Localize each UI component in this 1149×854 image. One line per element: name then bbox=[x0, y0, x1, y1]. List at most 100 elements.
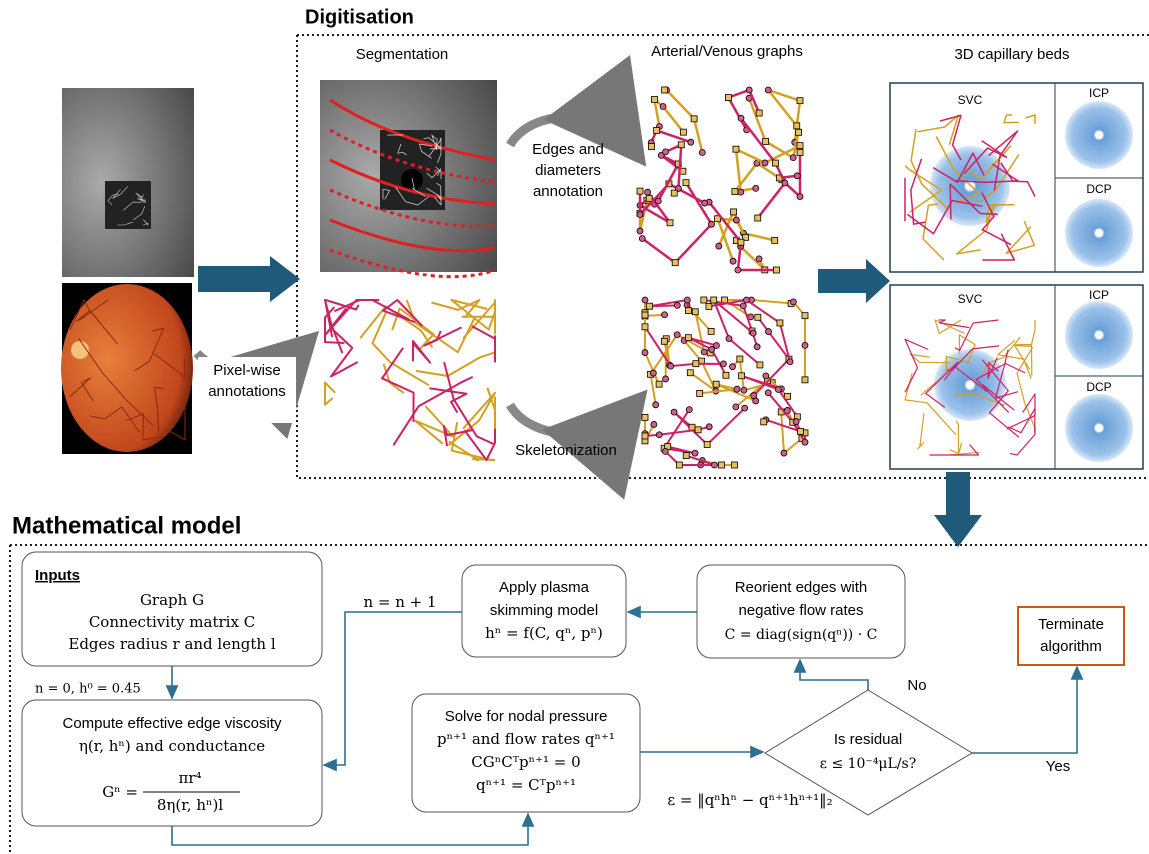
node bbox=[709, 346, 715, 352]
node bbox=[802, 439, 808, 445]
node bbox=[762, 160, 768, 166]
step-label: Pixel-wise bbox=[213, 362, 281, 379]
node bbox=[737, 356, 743, 362]
node bbox=[797, 98, 803, 104]
node bbox=[751, 393, 757, 399]
node bbox=[693, 361, 699, 367]
node bbox=[642, 324, 648, 330]
node bbox=[676, 462, 682, 468]
node bbox=[662, 448, 668, 454]
step-label: Edges and bbox=[532, 141, 604, 158]
node bbox=[660, 104, 666, 110]
node bbox=[787, 359, 793, 365]
node bbox=[757, 362, 763, 368]
node bbox=[684, 297, 690, 303]
node bbox=[713, 381, 719, 387]
node bbox=[662, 312, 668, 318]
node bbox=[701, 297, 707, 303]
node bbox=[733, 404, 739, 410]
node bbox=[773, 267, 779, 273]
node bbox=[686, 407, 692, 413]
residual-formula: ε = ‖qⁿhⁿ − qⁿ⁺¹hⁿ⁺¹‖₂ bbox=[667, 791, 832, 809]
node bbox=[743, 297, 749, 303]
node bbox=[723, 372, 729, 378]
node bbox=[761, 419, 767, 425]
branch-label: Yes bbox=[1046, 758, 1070, 775]
node bbox=[735, 267, 741, 273]
box-text: algorithm bbox=[1040, 638, 1102, 655]
node bbox=[754, 344, 760, 350]
node bbox=[645, 189, 651, 195]
box-text: Compute effective edge viscosity bbox=[62, 715, 282, 732]
panel-label: DCP bbox=[1086, 182, 1111, 196]
node bbox=[656, 381, 662, 387]
node bbox=[793, 419, 799, 425]
branch-label: No bbox=[907, 677, 926, 694]
node bbox=[637, 228, 643, 234]
node bbox=[797, 149, 803, 155]
increment-label: n = n + 1 bbox=[363, 593, 436, 611]
node bbox=[740, 303, 746, 309]
node bbox=[733, 217, 739, 223]
node bbox=[680, 129, 686, 135]
node bbox=[650, 370, 656, 376]
node bbox=[726, 336, 732, 342]
node bbox=[683, 180, 689, 186]
flow-arrow bbox=[800, 660, 868, 690]
box-text: ε ≤ 10⁻⁴μL/s? bbox=[820, 756, 917, 772]
node bbox=[775, 387, 781, 393]
node bbox=[671, 190, 677, 196]
node bbox=[765, 329, 771, 335]
node bbox=[738, 189, 744, 195]
node bbox=[683, 453, 689, 459]
node bbox=[656, 432, 662, 438]
arrow bbox=[934, 472, 982, 547]
node bbox=[720, 361, 726, 367]
node bbox=[695, 427, 701, 433]
node bbox=[655, 198, 661, 204]
node bbox=[782, 180, 788, 186]
box-text: Solve for nodal pressure bbox=[445, 708, 608, 725]
node bbox=[637, 212, 643, 218]
node bbox=[702, 200, 708, 206]
node bbox=[777, 320, 783, 326]
node bbox=[772, 237, 778, 243]
vessel bbox=[650, 300, 689, 311]
node bbox=[654, 127, 660, 133]
node bbox=[742, 405, 748, 411]
box-text: hⁿ = f(C, qⁿ, pⁿ) bbox=[485, 624, 603, 642]
node bbox=[734, 386, 740, 392]
capillary-panel bbox=[890, 285, 1143, 469]
node bbox=[651, 421, 657, 427]
node bbox=[797, 143, 803, 149]
node bbox=[691, 116, 697, 122]
step-label: Skeletonization bbox=[515, 442, 617, 459]
node bbox=[741, 387, 747, 393]
box-text: Apply plasma bbox=[499, 579, 590, 596]
node bbox=[739, 373, 745, 379]
node bbox=[738, 239, 744, 245]
node bbox=[794, 173, 800, 179]
node bbox=[731, 462, 737, 468]
box-text: Edges radius r and length l bbox=[68, 635, 275, 653]
node bbox=[765, 390, 771, 396]
node bbox=[686, 308, 692, 314]
node bbox=[802, 313, 808, 319]
node bbox=[663, 149, 669, 155]
node bbox=[661, 338, 667, 344]
node bbox=[637, 188, 643, 194]
node bbox=[671, 409, 677, 415]
arrow bbox=[818, 259, 890, 303]
node bbox=[763, 138, 769, 144]
node bbox=[781, 450, 787, 456]
panel-label: ICP bbox=[1089, 86, 1109, 100]
node bbox=[729, 364, 735, 370]
node bbox=[647, 303, 653, 309]
diagram: Digitisation Segmentation Arterial/Venou… bbox=[0, 0, 1149, 854]
node bbox=[663, 376, 669, 382]
node bbox=[733, 146, 739, 152]
node bbox=[642, 414, 648, 420]
node bbox=[642, 297, 648, 303]
node bbox=[790, 299, 796, 305]
node bbox=[692, 309, 698, 315]
